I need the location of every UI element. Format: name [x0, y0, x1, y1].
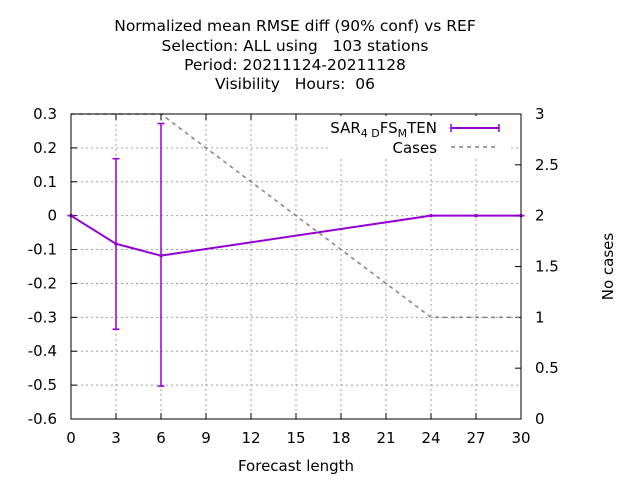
y2-tick-label: 2.5: [535, 156, 559, 174]
series-layer: [67, 113, 525, 387]
y-tick-label: 0.3: [33, 105, 57, 123]
y-tick-label: -0.6: [28, 410, 57, 428]
legend-label-subscript: M: [398, 127, 408, 140]
legend-sample-series-1: [450, 124, 500, 132]
legend-label-part: TEN: [406, 119, 437, 137]
y-tick-label: -0.3: [28, 308, 57, 326]
title-line-3: Period: 20211124-20211128: [184, 56, 406, 74]
title-line-2: Selection: ALL using 103 stations: [161, 37, 429, 55]
y-axis-ticks: -0.6 -0.5 -0.4 -0.3 -0.2 -0.1 0 0.1 0.2 0.3: [28, 105, 77, 428]
y-tick-label: -0.5: [28, 376, 57, 394]
x-tick-label: 12: [241, 429, 260, 447]
y2-tick-label: 3: [535, 105, 545, 123]
y-tick-label: 0.2: [33, 139, 57, 157]
y2-tick-label: 0.5: [535, 359, 559, 377]
grid: [71, 114, 521, 419]
legend-label-part: FS: [380, 119, 398, 137]
title-line-4: Visibility Hours: 06: [215, 75, 375, 93]
y-tick-label: -0.4: [28, 342, 57, 360]
x-tick-label: 21: [376, 429, 395, 447]
data-point: [474, 213, 478, 218]
x-tick-label: 24: [421, 429, 440, 447]
series-main-line: [70, 214, 521, 257]
y2-tick-label: 1: [535, 308, 545, 326]
series-cases-line: [71, 113, 521, 319]
x-tick-label: 30: [511, 429, 530, 447]
x-tick-label: 27: [466, 429, 485, 447]
y-tick-label: 0.1: [33, 173, 57, 191]
title-line-1: Normalized mean RMSE diff (90% conf) vs …: [114, 17, 476, 35]
x-tick-label: 15: [286, 429, 305, 447]
y-tick-label: -0.1: [28, 241, 57, 259]
x-tick-label: 3: [111, 429, 121, 447]
legend: SAR4 DFSMTEN Cases: [330, 116, 510, 157]
data-point: [429, 213, 433, 218]
legend-label-subscript: 4 D: [361, 127, 380, 140]
data-point: [159, 253, 163, 258]
x-axis-label: Forecast length: [238, 457, 354, 475]
legend-label-series-1: SAR4 DFSMTEN: [330, 119, 437, 140]
x-tick-label: 9: [201, 429, 211, 447]
y2-tick-label: 0: [535, 410, 545, 428]
legend-background: [330, 116, 510, 156]
y2-tick-label: 2: [535, 207, 545, 225]
plot-frame: [70, 113, 522, 420]
y2-tick-label: 1.5: [535, 258, 559, 276]
data-point: [114, 241, 118, 246]
y2-axis-ticks: 0 0.5 1 1.5 2 2.5 3: [515, 105, 559, 428]
legend-label-series-2: Cases: [392, 139, 437, 157]
y2-axis-label: No cases: [599, 233, 617, 301]
y-tick-label: 0: [47, 207, 57, 225]
y-tick-label: -0.2: [28, 274, 57, 292]
legend-label-part: SAR: [330, 119, 360, 137]
x-tick-label: 0: [66, 429, 76, 447]
x-tick-label: 18: [331, 429, 350, 447]
x-tick-label: 6: [156, 429, 166, 447]
x-axis-ticks: 0 3 6 9 12 15 18 21 24 27 30: [66, 114, 531, 447]
